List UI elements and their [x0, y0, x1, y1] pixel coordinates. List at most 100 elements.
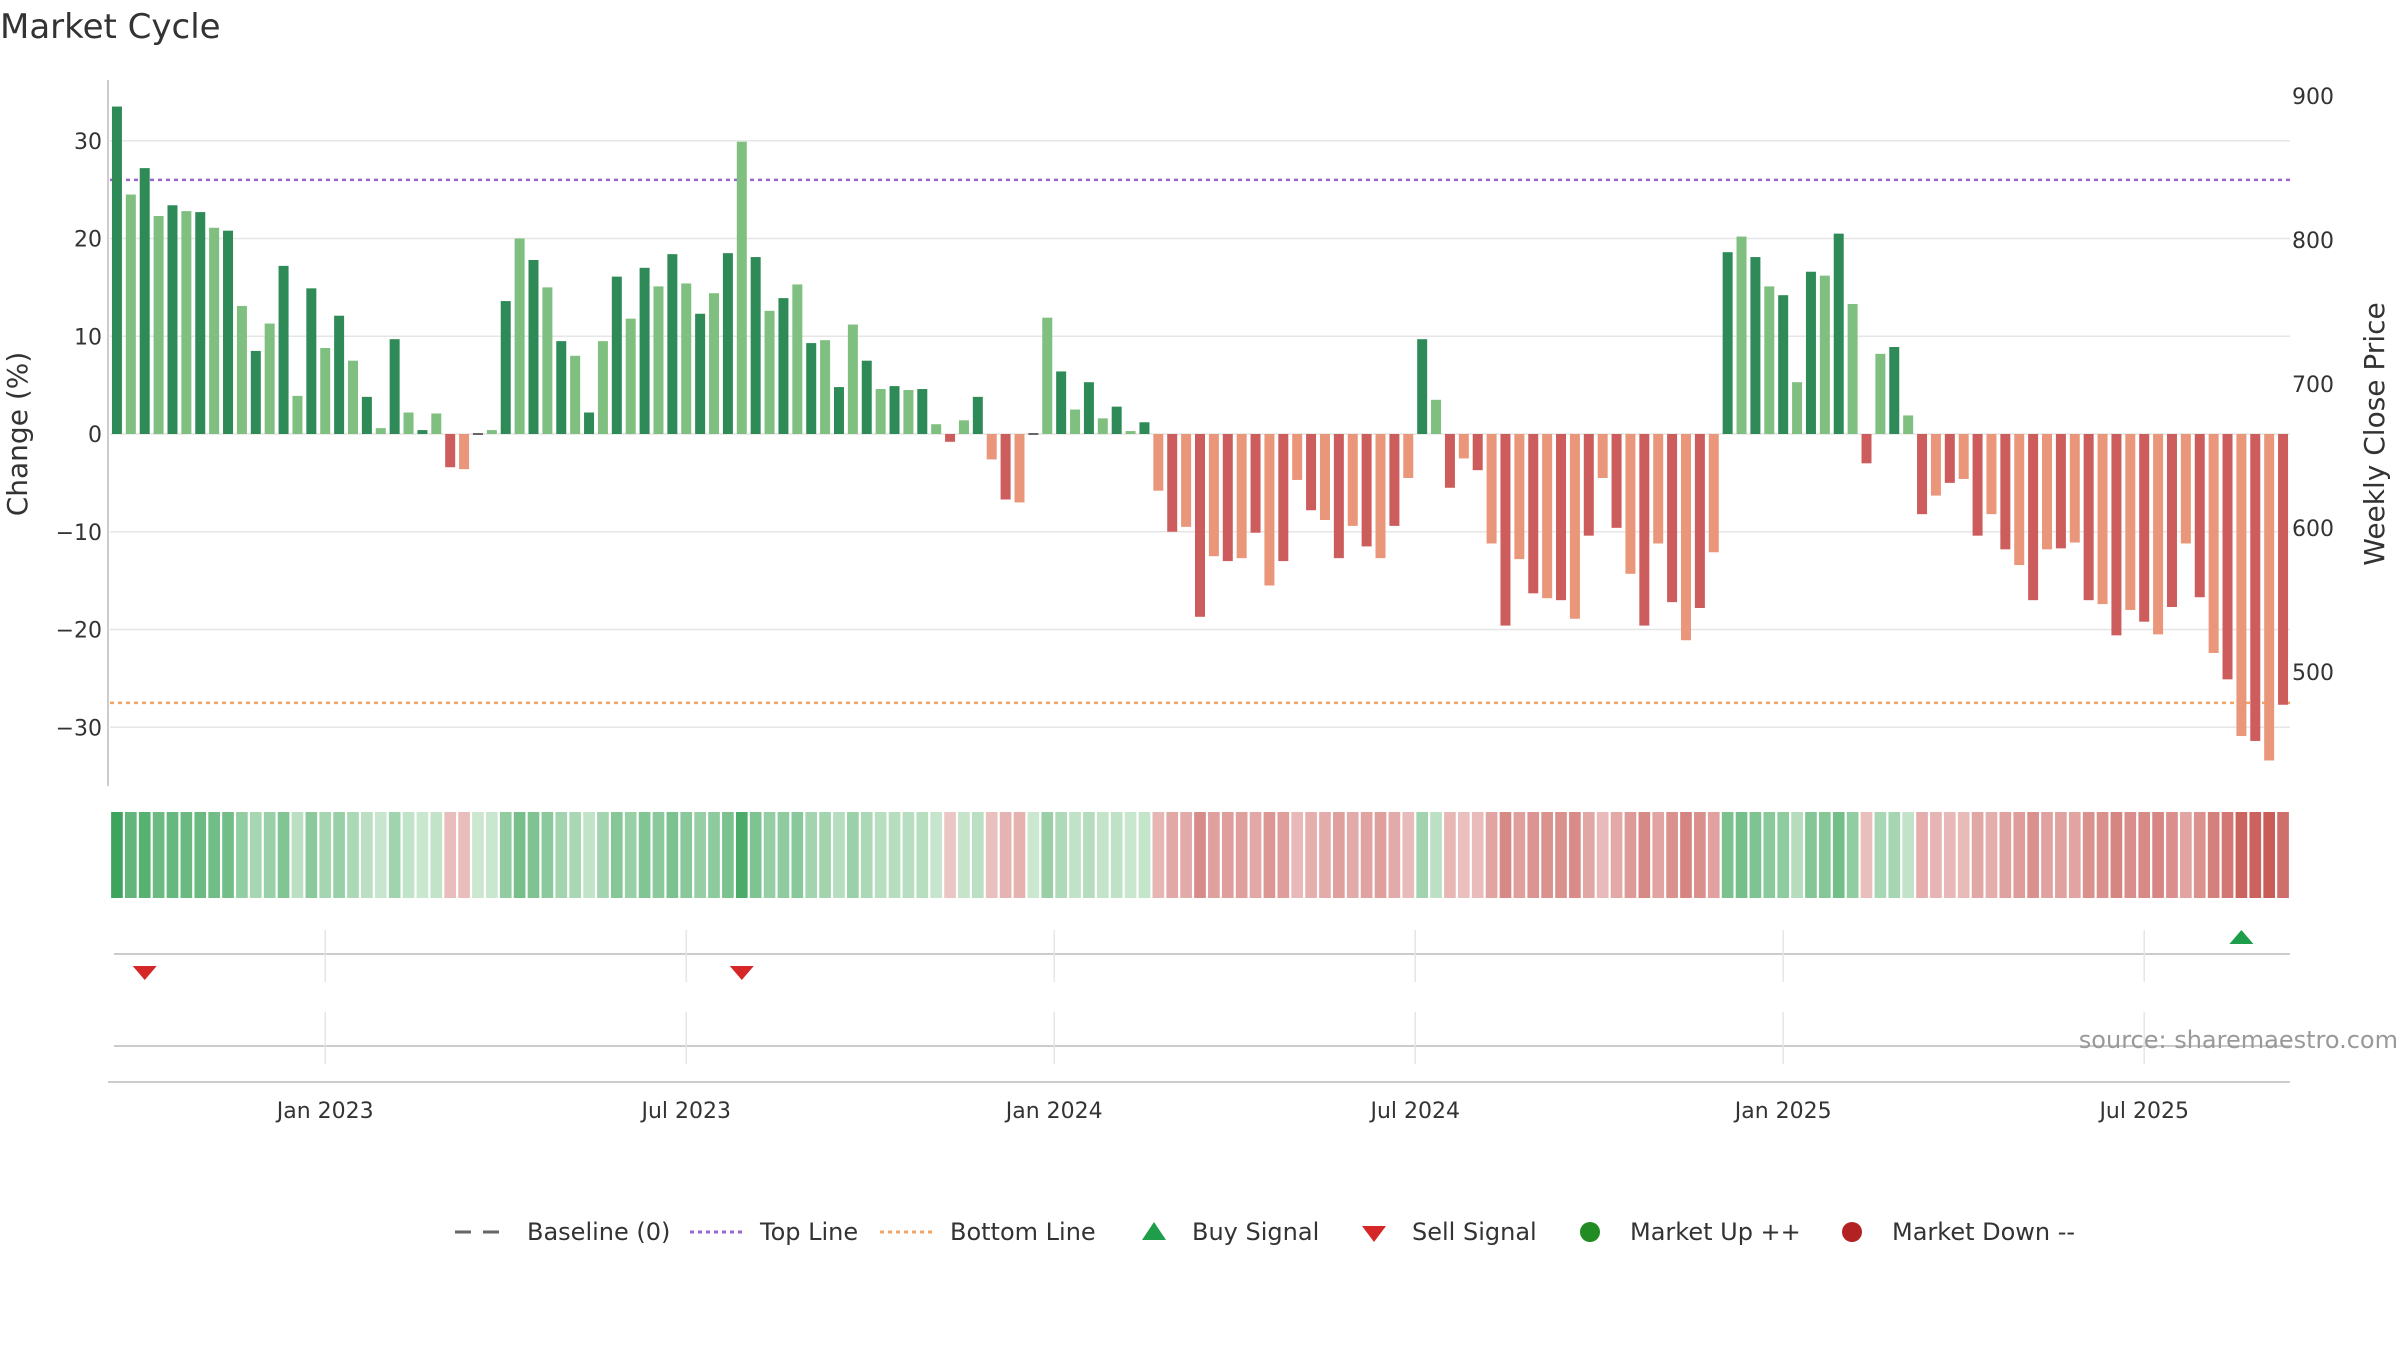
bar: [736, 141, 747, 435]
heat-cell: [1582, 812, 1595, 898]
bar: [264, 323, 275, 434]
heat-cell: [152, 812, 165, 898]
heat-cell: [1402, 812, 1415, 898]
bar: [1181, 434, 1192, 527]
heat-cell: [985, 812, 998, 898]
heat-cell: [1846, 812, 1859, 898]
heat-strip: [111, 812, 2289, 898]
heat-cell: [236, 812, 248, 898]
bar: [833, 387, 844, 434]
heat-cell: [472, 812, 484, 898]
heat-cell: [791, 812, 804, 898]
bar: [1625, 434, 1636, 574]
bar: [931, 424, 942, 434]
heat-cell: [1860, 812, 1873, 898]
bar: [597, 341, 608, 434]
heat-cell: [1527, 812, 1540, 898]
bar: [889, 386, 900, 434]
bar: [1486, 434, 1497, 544]
bar: [1000, 434, 1011, 500]
heat-cell: [1957, 812, 1970, 898]
legend-label: Sell Signal: [1412, 1218, 1537, 1246]
bar: [1306, 434, 1317, 511]
heat-cell: [1555, 812, 1567, 898]
bar: [1208, 434, 1219, 557]
heat-cell: [1430, 812, 1442, 898]
bar: [236, 305, 247, 434]
bar: [2236, 434, 2247, 737]
heat-cell: [277, 812, 290, 898]
y-tick-label: 10: [74, 325, 102, 350]
bar: [1736, 236, 1747, 434]
bar: [1500, 434, 1511, 626]
bar: [1195, 434, 1205, 617]
heat-cell: [944, 812, 956, 898]
bar: [611, 276, 622, 434]
heat-cell: [527, 812, 540, 898]
heat-cell: [1791, 812, 1803, 898]
bar: [750, 257, 761, 434]
heat-cell: [444, 812, 457, 898]
heat-cell: [1346, 812, 1359, 898]
heat-cell: [1055, 812, 1067, 898]
bar: [1292, 434, 1303, 480]
heat-cell: [486, 812, 498, 898]
heat-cell: [2180, 812, 2192, 898]
bar: [1722, 252, 1733, 434]
bar: [431, 413, 442, 434]
heat-cell: [972, 812, 984, 898]
heat-cell: [1180, 812, 1192, 898]
heat-cell: [763, 812, 776, 898]
legend-label: Top Line: [759, 1218, 858, 1246]
heat-cell: [1124, 812, 1137, 898]
bar: [1431, 399, 1442, 434]
bar: [1708, 434, 1719, 553]
bar: [847, 324, 858, 434]
bar: [1361, 434, 1372, 547]
heat-cell: [1513, 812, 1526, 898]
bar: [945, 434, 956, 442]
heat-cell: [1096, 812, 1109, 898]
heat-cell: [708, 812, 720, 898]
bar: [1833, 233, 1844, 434]
bar: [1153, 434, 1164, 491]
heat-cell: [833, 812, 845, 898]
bar: [1375, 434, 1386, 559]
x-tick-label: Jul 2025: [2097, 1099, 2189, 1124]
heat-cell: [610, 812, 623, 898]
bar: [2139, 434, 2150, 622]
heat-cell: [2110, 812, 2123, 898]
heat-cell: [2013, 812, 2026, 898]
bar: [1667, 434, 1678, 603]
heat-cell: [2082, 812, 2095, 898]
heat-cell: [1596, 812, 1609, 898]
heat-cell: [597, 812, 609, 898]
heat-cell: [1541, 812, 1553, 898]
heat-cell: [1457, 812, 1470, 898]
heat-cell: [1888, 812, 1901, 898]
heat-cell: [1902, 812, 1914, 898]
legend-item: Sell Signal: [1362, 1218, 1537, 1246]
heat-cell: [1735, 812, 1748, 898]
bar: [1125, 431, 1136, 434]
heat-cell: [2068, 812, 2081, 898]
signal-panel: [114, 930, 2290, 1047]
heat-cell: [1221, 812, 1234, 898]
bar: [1778, 295, 1789, 434]
y2-tick-label: 800: [2292, 229, 2334, 254]
bar: [1958, 434, 1969, 479]
bar: [625, 318, 636, 434]
bar: [1694, 434, 1705, 608]
heat-cell: [2166, 812, 2178, 898]
bar: [1167, 434, 1178, 532]
heat-cell: [1333, 812, 1345, 898]
bar: [1819, 275, 1830, 434]
heat-cell: [777, 812, 790, 898]
bar: [2278, 434, 2289, 705]
bar: [2180, 434, 2191, 544]
heat-cell: [2263, 812, 2276, 898]
bar: [1042, 317, 1053, 434]
bar: [347, 360, 358, 434]
heat-cell: [263, 812, 276, 898]
sell-signal-icon: [1362, 1226, 1386, 1242]
